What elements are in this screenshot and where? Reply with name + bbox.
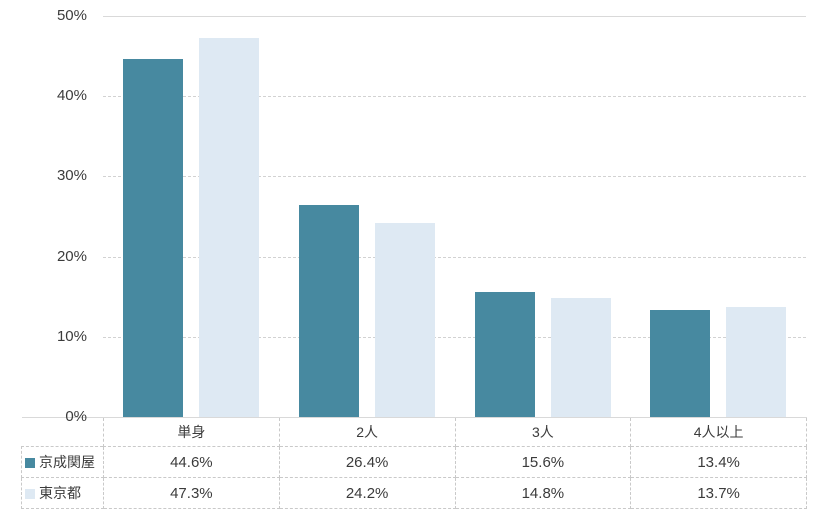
bar-group [103,16,279,417]
bar-京成関屋-3人 [474,291,535,417]
bar-東京都-2人 [374,222,435,417]
y-axis-tick-label: 50% [56,7,87,24]
legend-series-name: 京成関屋 [39,454,95,470]
legend-swatch-東京都 [25,489,35,499]
value-cell: 15.6% [454,446,632,478]
category-header-cell: 単身 [103,417,280,447]
value-cell: 44.6% [103,446,280,478]
category-header-cell: 4人以上 [630,417,807,447]
y-axis-tick-label: 0% [65,408,87,425]
bar-group [455,16,631,417]
bar-東京都-3人 [550,298,611,417]
bar-group [630,16,806,417]
category-header-cell: 2人 [278,417,456,447]
value-cell: 14.8% [454,477,632,509]
y-axis-tick-label: 10% [56,327,87,345]
data-table-legend: 単身 2人 3人 4人以上京成関屋 44.6% 26.4% 15.6% 13.4% 東京都 47.… [21,417,807,509]
table-series-row: 東京都 47.3% 24.2% 14.8% 13.7% [21,477,807,509]
category-header-cell: 3人 [454,417,632,447]
legend-cell: 東京都 [21,477,104,509]
value-cell: 26.4% [278,446,456,478]
legend-series-name: 東京都 [39,485,81,501]
y-axis-tick-label: 30% [56,167,87,185]
y-axis-tick-label: 20% [56,247,87,265]
gridline [103,256,806,258]
bar-京成関屋-単身 [123,59,183,417]
plot-area [103,16,806,417]
bar-group [279,16,455,417]
gridline [103,176,806,178]
value-cell: 13.4% [630,446,807,478]
table-series-row: 京成関屋 44.6% 26.4% 15.6% 13.4% [21,446,807,478]
gridline [103,336,806,338]
gridline [103,96,806,98]
value-cell: 47.3% [103,477,280,509]
bar-東京都-4人以上 [726,307,787,417]
y-axis-labels: 0% 10% 20% 30% 40% 50% [0,0,87,510]
y-axis-tick-label: 40% [56,87,87,105]
value-cell: 24.2% [278,477,456,509]
value-cell: 13.7% [630,477,807,509]
bar-京成関屋-2人 [298,205,359,417]
legend-cell: 京成関屋 [21,446,104,478]
bar-京成関屋-4人以上 [650,309,711,417]
table-corner-cell [21,417,104,447]
table-category-row: 単身 2人 3人 4人以上 [21,417,807,447]
legend-swatch-京成関屋 [25,458,35,468]
bar-東京都-単身 [199,37,259,417]
gridline [103,16,806,17]
